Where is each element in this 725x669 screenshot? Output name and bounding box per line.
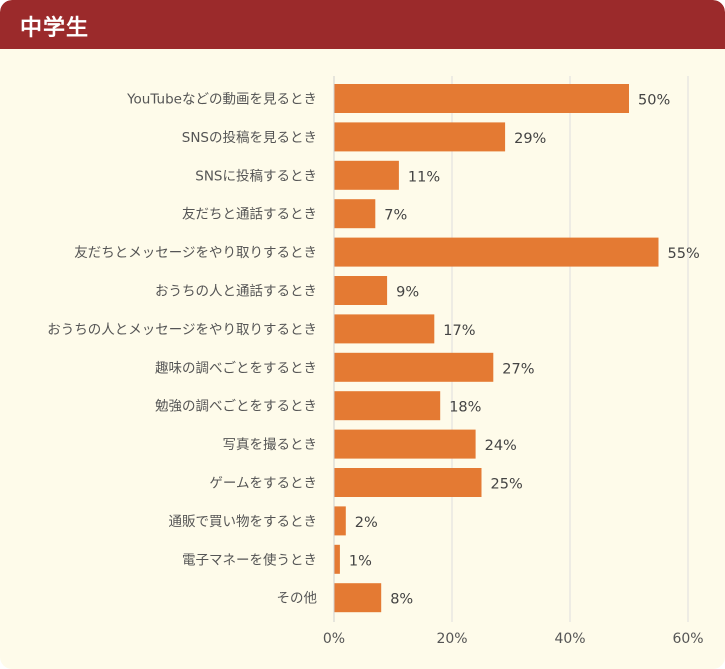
- header-bar: 中学生: [0, 0, 725, 49]
- bar: [334, 237, 659, 267]
- bar: [334, 122, 506, 152]
- category-label: 趣味の調べごとをするとき: [155, 360, 317, 376]
- page-title: 中学生: [20, 16, 90, 41]
- bar: [334, 391, 441, 421]
- bar: [334, 199, 376, 229]
- category-label: SNSの投稿を見るとき: [182, 130, 317, 146]
- value-label: 11%: [408, 169, 440, 185]
- category-label: 勉強の調べごとをするとき: [155, 399, 317, 415]
- x-tick-label: 60%: [672, 631, 703, 647]
- value-label: 55%: [668, 246, 700, 262]
- category-label: YouTubeなどの動画を見るとき: [126, 92, 317, 108]
- category-label: 通販で買い物をするとき: [169, 514, 318, 530]
- category-label: 電子マネーを使うとき: [182, 551, 317, 568]
- value-label: 50%: [638, 93, 670, 109]
- category-label: SNSに投稿するとき: [195, 168, 317, 184]
- bar: [334, 429, 476, 459]
- bar: [334, 506, 346, 536]
- category-label: その他: [277, 591, 318, 607]
- value-label: 29%: [514, 131, 546, 147]
- bar: [334, 468, 482, 497]
- value-label: 27%: [502, 361, 534, 377]
- bar: [334, 84, 629, 113]
- x-tick-label: 20%: [436, 631, 467, 647]
- category-label: おうちの人と通話するとき: [155, 283, 317, 300]
- category-label: 写真を撮るとき: [223, 436, 318, 453]
- x-tick-label: 0%: [323, 631, 345, 647]
- bar: [334, 544, 340, 574]
- category-label: ゲームをするとき: [209, 476, 317, 492]
- category-label: おうちの人とメッセージをやり取りするとき: [47, 322, 317, 338]
- bar: [334, 314, 435, 344]
- value-label: 2%: [355, 515, 378, 531]
- bar: [334, 160, 399, 190]
- value-label: 9%: [396, 285, 419, 301]
- value-label: 18%: [449, 400, 481, 416]
- value-label: 8%: [390, 592, 413, 608]
- bar: [334, 352, 494, 382]
- bar: [334, 276, 388, 305]
- value-label: 7%: [384, 208, 407, 224]
- category-label: 友だちとメッセージをやり取りするとき: [74, 245, 317, 261]
- category-label: 友だちと通話するとき: [182, 206, 317, 223]
- x-tick-label: 40%: [554, 631, 585, 647]
- value-label: 1%: [349, 553, 372, 569]
- value-label: 17%: [443, 323, 475, 339]
- value-label: 25%: [491, 477, 523, 493]
- value-label: 24%: [485, 438, 517, 454]
- bar: [334, 583, 382, 613]
